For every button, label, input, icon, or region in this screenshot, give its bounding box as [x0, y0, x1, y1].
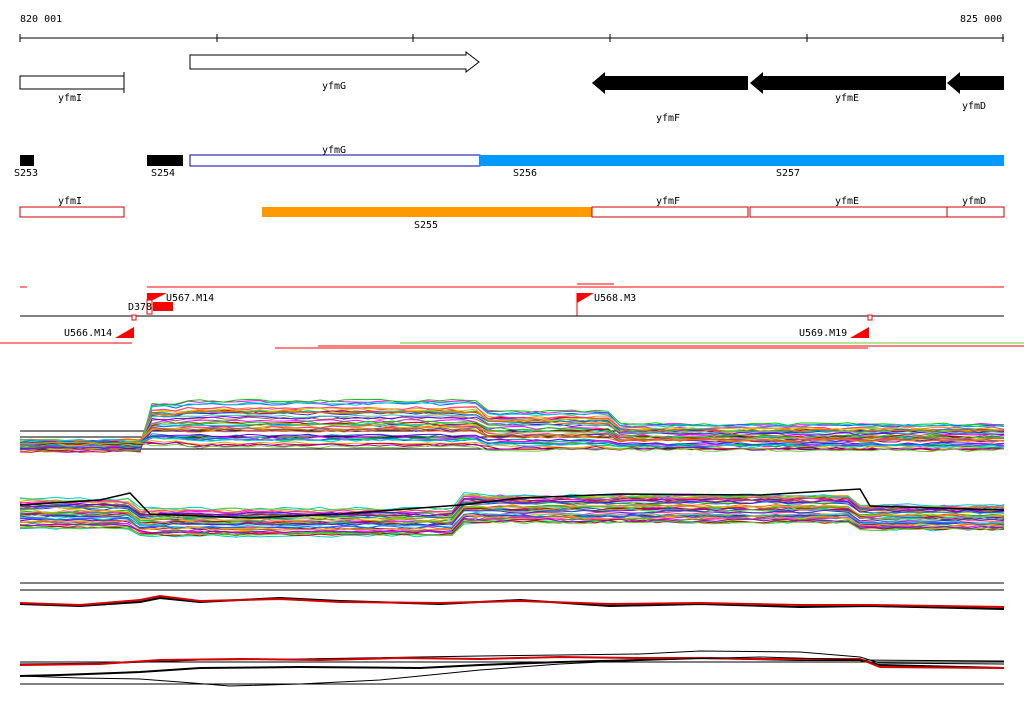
gene-yfmG[interactable]: [189, 50, 480, 74]
segment-label-S257: S257: [776, 168, 800, 179]
profile-trace: [19, 497, 1005, 517]
segment-S255[interactable]: [262, 207, 592, 217]
marker-flag-U569[interactable]: [850, 327, 869, 338]
profile-trace: [19, 518, 1005, 534]
gene-label-yfmF: yfmF: [656, 113, 680, 124]
segment-label-S253: S253: [14, 168, 38, 179]
segment-label-S254: S254: [151, 168, 175, 179]
segment-S253[interactable]: [20, 155, 34, 166]
profile-trace: [19, 492, 1005, 511]
gene-label-yfmE: yfmE: [835, 93, 859, 104]
marker-flag-U568[interactable]: [577, 293, 594, 303]
gene-yfmE[interactable]: [750, 72, 946, 94]
marker-block-U567[interactable]: [153, 302, 173, 311]
profile-trace: [19, 509, 1005, 527]
gene-yfmI[interactable]: [19, 75, 125, 90]
profile-trace: [19, 398, 1005, 448]
expression-profile-panel-4: [19, 650, 1005, 687]
gene-label-yfmI: yfmI: [58, 93, 82, 104]
profile-trace: [19, 428, 1005, 443]
gene-yfmD[interactable]: [947, 72, 1004, 94]
gene3-yfmI[interactable]: [19, 206, 125, 218]
marker-label-U566: U566.M14: [64, 328, 112, 339]
gene-label-yfmG: yfmG: [322, 81, 346, 92]
profile-trace: [19, 495, 1005, 514]
profile-trace: [19, 437, 1005, 449]
profile-trace: [19, 422, 1005, 443]
gene-label-yfmD: yfmD: [962, 101, 986, 112]
profile-trace: [19, 512, 1005, 529]
ruler-end-label: 825 000: [960, 14, 1002, 25]
segment-S256[interactable]: [479, 155, 1004, 166]
gene-track-red: yfmI S255 yfmF yfmE yfmD: [19, 196, 1005, 231]
segment-yfmG-outline[interactable]: [189, 154, 481, 167]
marker-label-D378: D378: [128, 302, 152, 313]
profile-trace: [19, 514, 1005, 531]
profile-trace: [19, 504, 1005, 522]
expression-profile-panel-2: [19, 488, 1005, 538]
segment-S254[interactable]: [147, 155, 183, 166]
profile-trace: [19, 410, 1005, 445]
profile-trace: [19, 498, 1005, 517]
coordinate-ruler: 820 001 825 000: [19, 14, 1004, 42]
profile-trace: [19, 414, 1005, 445]
gene3-yfmE[interactable]: [749, 206, 948, 218]
segment-label-S255: S255: [414, 220, 438, 231]
profile-trace: [19, 415, 1005, 448]
profile-trace: [19, 401, 1005, 447]
profile-trace-black: [19, 488, 1005, 519]
profile-trace: [19, 500, 1005, 519]
profile-trace: [19, 520, 1005, 537]
expression-profile-panel-3: [19, 582, 1005, 610]
marker-label-U568: U568.M3: [594, 293, 636, 304]
gene3-yfmF[interactable]: [591, 206, 749, 218]
profile-trace: [20, 441, 1005, 453]
marker-flag-U566[interactable]: [115, 327, 134, 338]
ruler-start-label: 820 001: [20, 14, 62, 25]
gene3-label-yfmF: yfmF: [656, 196, 680, 207]
gene-yfmF[interactable]: [592, 72, 748, 94]
gene3-label-yfmD: yfmD: [962, 196, 986, 207]
gene3-label-yfmE: yfmE: [835, 196, 859, 207]
segment-label-S256: S256: [513, 168, 537, 179]
gene3-label-yfmI: yfmI: [58, 196, 82, 207]
profile-trace: [19, 508, 1005, 526]
expression-profile-panel-1: [19, 398, 1005, 453]
profile-trace: [19, 427, 1005, 450]
gene3-yfmD[interactable]: [946, 206, 1005, 218]
segment-gene-label: yfmG: [322, 145, 346, 156]
marker-label-U567: U567.M14: [166, 293, 214, 304]
gene-track: yfmI yfmG yfmF yfmE yfmD: [19, 50, 1004, 124]
segment-track: S253 S254 yfmG S256 S257: [14, 145, 1004, 179]
marker-track: U567.M14 U568.M3 D378 U566.M14 U569.M19: [0, 283, 1024, 349]
marker-label-U569: U569.M19: [799, 328, 847, 339]
profile-trace: [19, 507, 1005, 525]
profile-trace: [19, 427, 1005, 443]
